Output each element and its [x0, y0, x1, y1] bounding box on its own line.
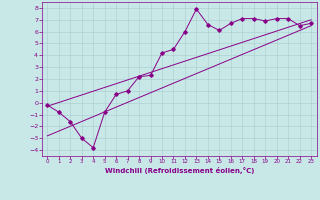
X-axis label: Windchill (Refroidissement éolien,°C): Windchill (Refroidissement éolien,°C) — [105, 167, 254, 174]
